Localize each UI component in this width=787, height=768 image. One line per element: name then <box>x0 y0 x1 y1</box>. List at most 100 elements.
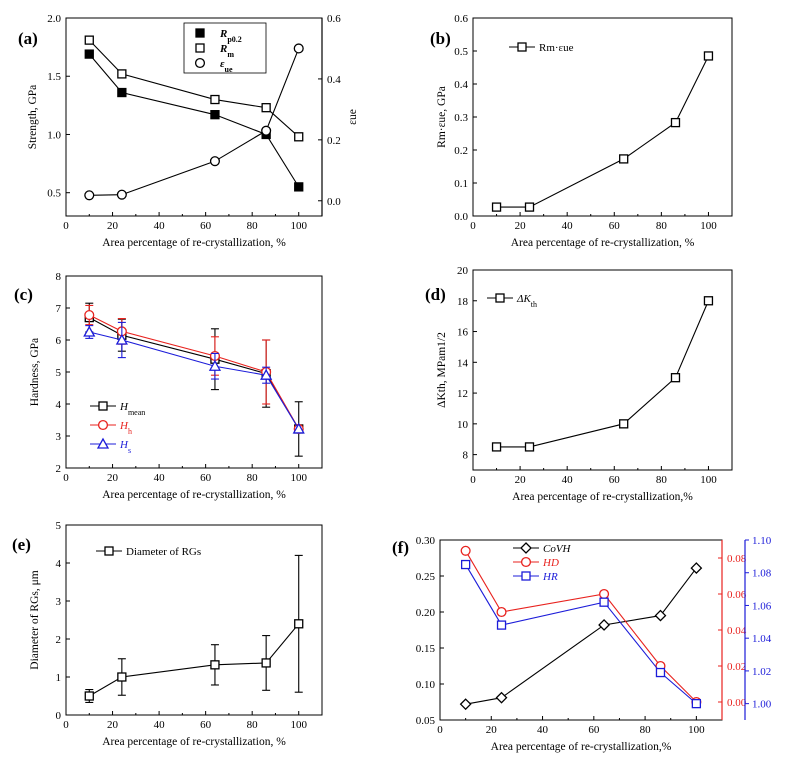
legend-marker <box>98 401 108 411</box>
y-tick-label: 8 <box>56 271 62 283</box>
data-point <box>654 609 667 622</box>
plot-frame <box>472 17 733 217</box>
data-point <box>599 597 609 607</box>
x-tick-label: 20 <box>107 472 119 484</box>
right-y-axis-label: εue <box>347 109 359 125</box>
panel-label: (a) <box>18 29 38 48</box>
y-tick-label: 0.5 <box>454 46 468 58</box>
y-tick-label: 5 <box>56 520 62 532</box>
series-Hh-1 <box>84 304 304 435</box>
data-point <box>294 132 304 142</box>
right2-y-tick-label: 1.10 <box>752 535 772 547</box>
y-tick-label: 10 <box>457 419 469 431</box>
right2-y-tick-label: 1.08 <box>752 568 772 580</box>
data-point <box>261 125 272 136</box>
x-tick-label: 80 <box>247 472 259 484</box>
legend-marker <box>96 437 110 449</box>
series-DiameterofRGs-0 <box>84 554 304 704</box>
panel-label: (d) <box>425 285 446 304</box>
y-axis-label: Hardness, GPa <box>29 338 41 406</box>
legend-label: Hmean <box>119 401 145 417</box>
y-tick-label: 16 <box>457 327 469 339</box>
right2-y-tick-label: 1.00 <box>752 699 772 711</box>
data-point <box>460 545 471 556</box>
y-tick-label: 0.0 <box>454 211 468 223</box>
data-point <box>117 87 127 98</box>
data-point <box>261 658 271 668</box>
x-tick-label: 20 <box>486 724 498 736</box>
legend: Rm·εue <box>509 42 574 54</box>
x-tick-label: 100 <box>290 472 307 484</box>
legend-marker <box>104 546 114 556</box>
series-Hs-2 <box>83 321 305 434</box>
data-point <box>84 309 95 321</box>
right-y-tick-label: 0.02 <box>727 661 746 673</box>
legend-marker <box>521 571 531 581</box>
legend-label: HR <box>542 571 558 583</box>
x-tick-label: 80 <box>640 724 652 736</box>
x-tick-label: 20 <box>107 220 119 232</box>
panel-c: (c) 0 20 40 60 80 100 Area percentage of re-cry… <box>14 271 323 501</box>
legend-marker <box>520 542 532 554</box>
series-Rmue-0 <box>491 51 714 212</box>
y-tick-label: 0.30 <box>416 535 436 547</box>
y-tick-label: 0.05 <box>416 715 436 727</box>
legend-marker <box>495 293 505 303</box>
x-tick-label: 80 <box>656 220 668 232</box>
data-point <box>524 442 535 452</box>
y-tick-label: 18 <box>457 296 469 308</box>
data-point <box>491 442 502 452</box>
y-tick-label: 0.1 <box>454 178 468 190</box>
data-point <box>294 182 304 192</box>
data-point <box>670 373 681 383</box>
x-tick-label: 80 <box>656 474 668 486</box>
x-tick-label: 0 <box>63 472 69 484</box>
right-y-tick-label: 0.0 <box>327 196 341 208</box>
x-tick-label: 80 <box>247 220 259 232</box>
legend: Hmean Hh Hs <box>90 401 145 455</box>
panel-label: (b) <box>430 29 451 48</box>
legend: ΔKth <box>487 293 537 309</box>
legend-label: HD <box>542 557 559 569</box>
y-tick-label: 1.5 <box>47 71 61 83</box>
x-tick-label: 100 <box>290 220 307 232</box>
x-tick-label: 60 <box>609 474 621 486</box>
panel-a: (a) 0 20 40 60 80 100 Area percentage of re-cry… <box>18 13 359 249</box>
y-tick-label: 0.20 <box>416 607 436 619</box>
x-tick-label: 0 <box>470 220 476 232</box>
right-y-tick-label: 0.4 <box>327 74 341 86</box>
legend-marker <box>520 556 532 568</box>
data-point <box>117 672 127 682</box>
data-point <box>84 49 94 59</box>
data-point <box>691 698 702 709</box>
x-tick-label: 0 <box>437 724 443 736</box>
right2-y-tick-label: 1.02 <box>752 666 771 678</box>
data-point <box>460 559 471 570</box>
data-point <box>292 422 305 434</box>
legend: Diameter of RGs <box>96 546 201 558</box>
legend: CoVH HD HR <box>513 542 572 583</box>
legend-label: Diameter of RGs <box>126 546 201 558</box>
x-tick-label: 40 <box>537 724 549 736</box>
y-tick-label: 7 <box>56 303 62 315</box>
y-tick-label: 0.25 <box>416 571 436 583</box>
legend-marker <box>517 42 527 52</box>
data-point <box>599 588 610 600</box>
y-tick-label: 20 <box>457 265 469 277</box>
data-point <box>116 189 127 200</box>
panel-b: (b) 0 20 40 60 80 100 Area percentage of re-cry… <box>430 13 733 249</box>
data-point <box>496 606 507 618</box>
x-tick-label: 40 <box>562 220 574 232</box>
right2-y-tick-label: 1.06 <box>752 600 772 612</box>
data-point <box>210 110 220 120</box>
x-tick-label: 0 <box>63 719 69 731</box>
x-tick-label: 20 <box>515 474 527 486</box>
series-HR-2 <box>460 559 702 709</box>
x-tick-label: 20 <box>107 719 119 731</box>
y-axis-label: Diameter of RGs, μm <box>29 570 41 669</box>
legend-marker <box>195 28 205 38</box>
data-point <box>117 69 127 79</box>
x-axis-label: Area percentage of re-crystallization, % <box>102 736 286 748</box>
